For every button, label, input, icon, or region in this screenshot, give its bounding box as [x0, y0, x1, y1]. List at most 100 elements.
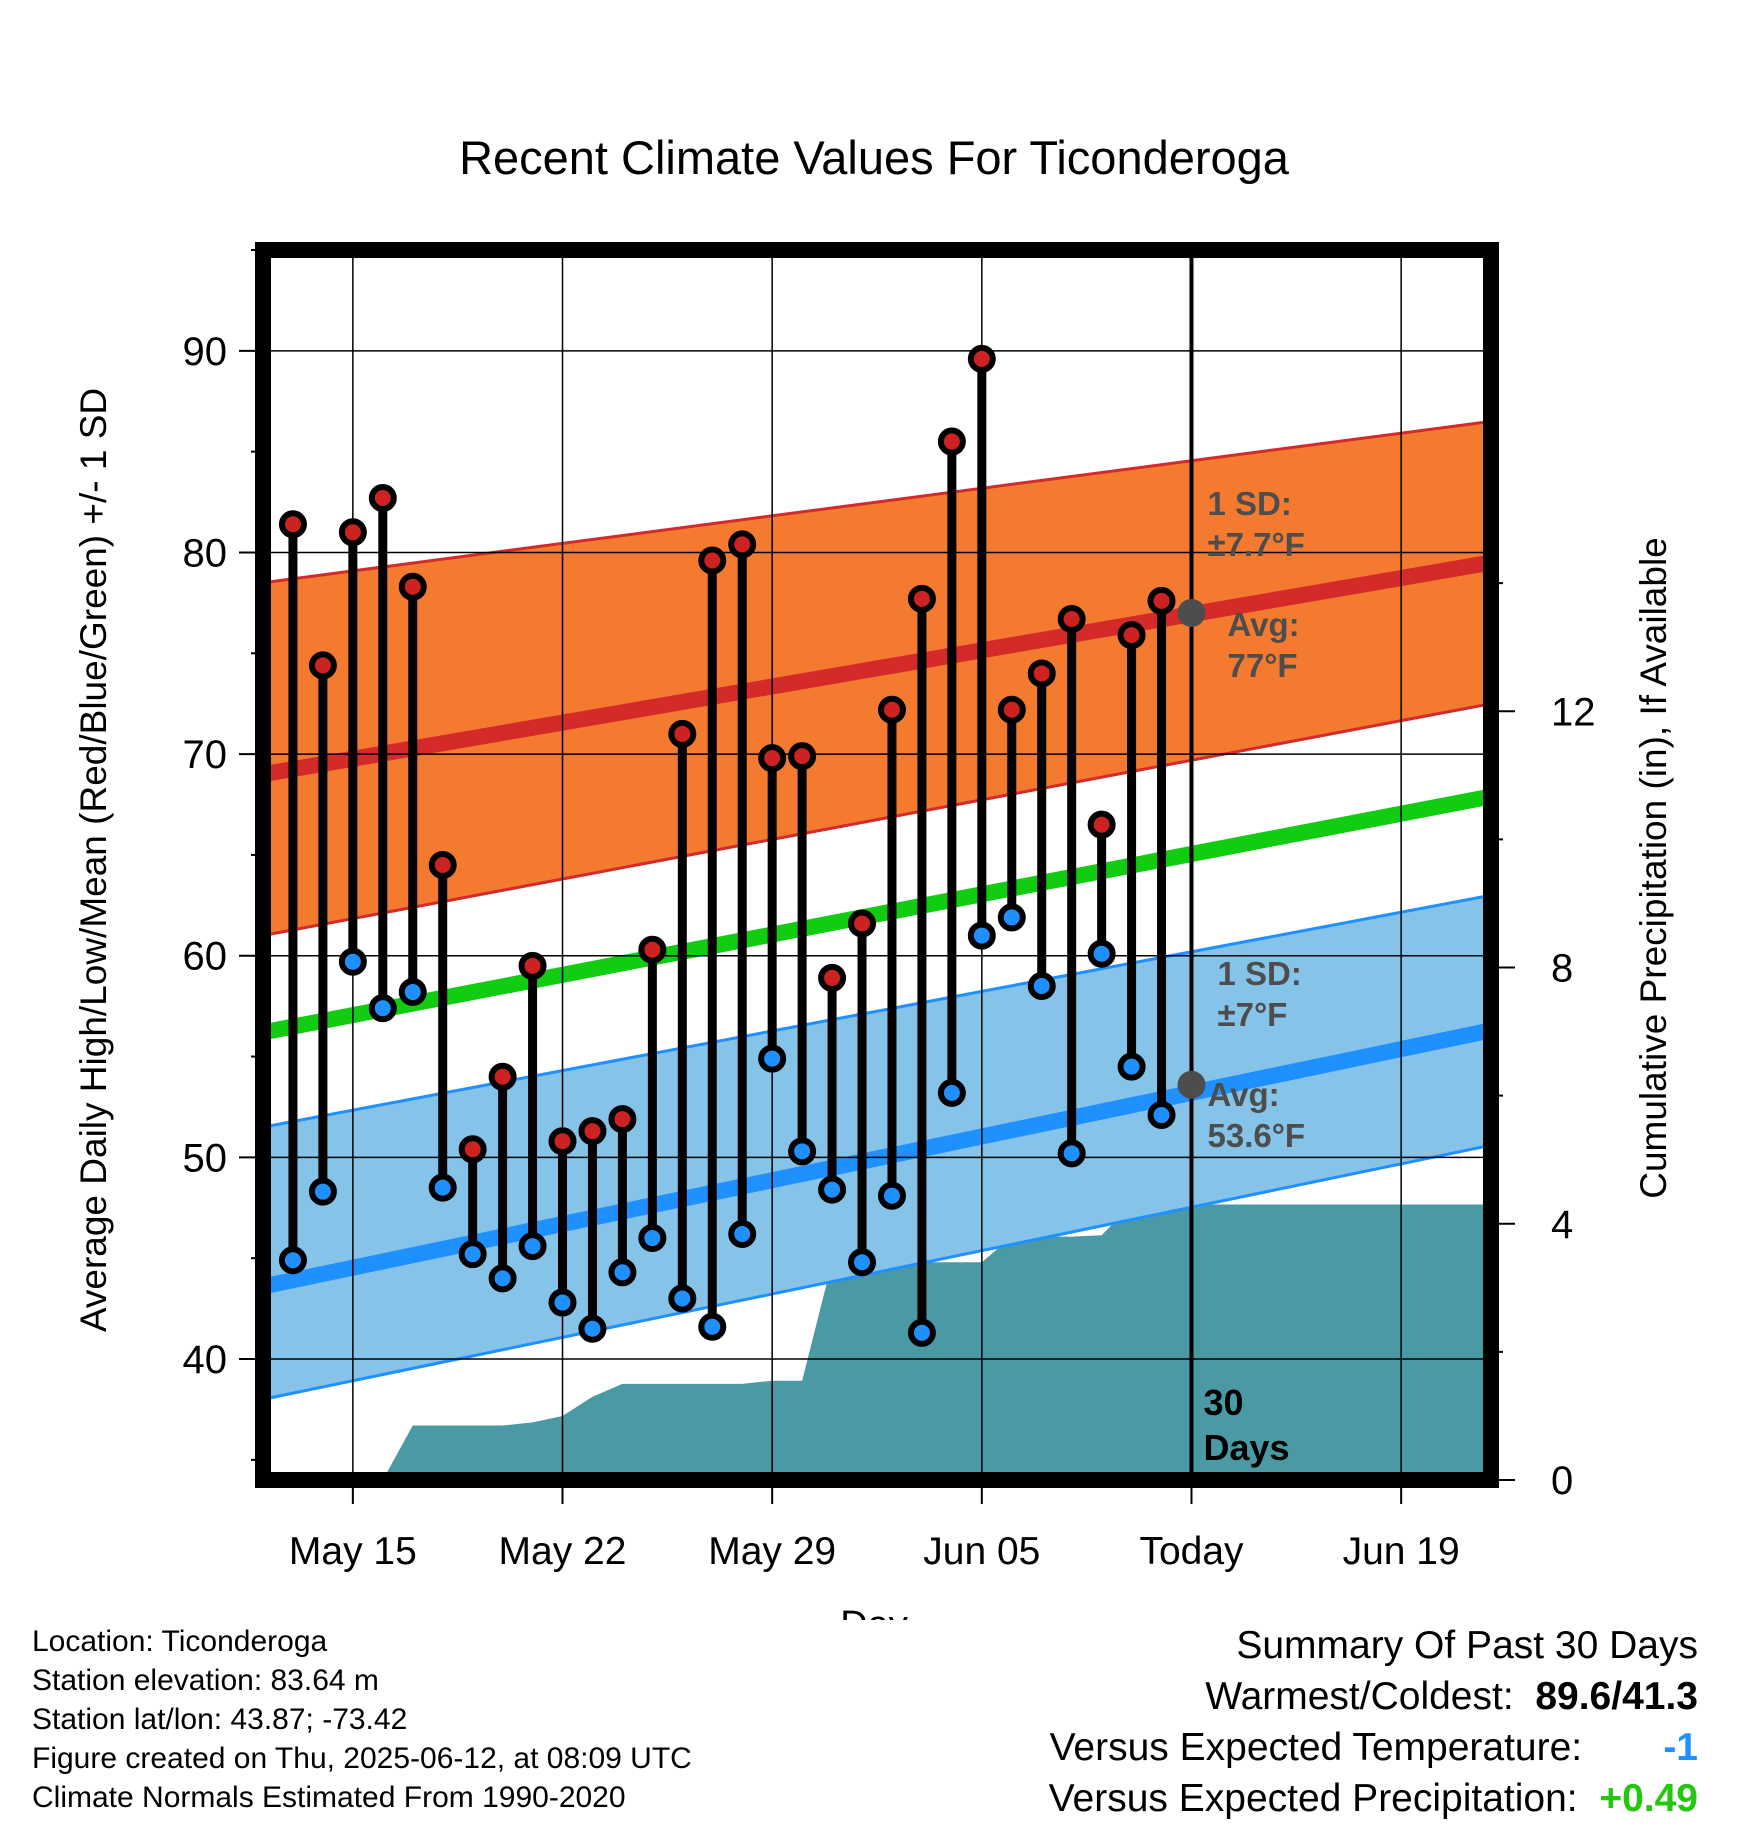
low-point — [818, 1175, 847, 1204]
high-point — [398, 572, 427, 601]
low-point — [368, 994, 397, 1023]
low-point — [1087, 939, 1116, 968]
y-axis-label-right: Cumulative Precipitation (in), If Availa… — [1633, 537, 1674, 1199]
x-tick-label: May 29 — [708, 1530, 836, 1573]
high-point — [1057, 605, 1086, 633]
y-right-tick-label: 0 — [1551, 1459, 1573, 1503]
high-point — [608, 1105, 637, 1134]
low-point — [398, 978, 427, 1007]
high-normal-band-lower-edge — [263, 702, 1491, 938]
low-avg-label: Avg: — [1207, 1076, 1279, 1113]
high-avg-value: 77°F — [1227, 647, 1297, 684]
y-right-tick-label: 4 — [1551, 1203, 1573, 1247]
high-normal-band-upper-edge — [263, 419, 1491, 585]
high-point — [698, 546, 727, 575]
low-point — [578, 1314, 607, 1343]
high-point — [458, 1135, 487, 1164]
low-point — [338, 947, 367, 976]
low-normal-band-upper-edge — [263, 893, 1491, 1129]
high-point — [1147, 586, 1176, 615]
high-today-avg-dot — [1177, 598, 1206, 627]
y-left-tick-label: 50 — [183, 1136, 228, 1180]
high-point — [578, 1117, 607, 1146]
y-left-tick-label: 70 — [183, 733, 228, 777]
low-point — [1057, 1139, 1086, 1168]
x-axis-label: Day — [840, 1604, 908, 1620]
high-point — [967, 344, 996, 373]
annotation-layer: 1 SD: ±7.7°F Avg: 77°F 1 SD: ±7°F Avg: 53.6°F 30… — [1203, 485, 1305, 1468]
high-sd-label: 1 SD: — [1207, 485, 1291, 522]
x-tick-label: Jun 19 — [1343, 1530, 1460, 1573]
precipitation-layer — [382, 1204, 1491, 1480]
daily-range-layer — [288, 358, 1167, 1333]
y-left-tick-label: 60 — [183, 935, 228, 979]
y-right-tick-label: 8 — [1551, 947, 1573, 991]
high-point — [1087, 810, 1116, 839]
low-point — [907, 1318, 936, 1347]
low-point — [488, 1264, 517, 1293]
low-sd-value: ±7°F — [1217, 996, 1287, 1033]
high-point — [338, 518, 367, 547]
normal-bands-layer — [263, 419, 1491, 1401]
low-point — [428, 1173, 457, 1202]
high-point — [638, 935, 667, 964]
high-point — [668, 719, 697, 748]
low-point — [728, 1220, 757, 1248]
high-point — [1117, 621, 1146, 650]
precipitation-area — [382, 1204, 1491, 1480]
low-point — [1027, 971, 1056, 1000]
low-point — [548, 1288, 577, 1317]
plot-frame — [255, 242, 1499, 1488]
figure-created: Figure created on Thu, 2025-06-12, at 08… — [32, 1742, 692, 1775]
low-point — [668, 1284, 697, 1313]
temp-vs-expected-value: -1 — [1663, 1726, 1698, 1769]
low-point — [518, 1232, 547, 1261]
y-left-tick-label: 90 — [183, 330, 228, 374]
data-points-layer — [278, 344, 1206, 1347]
mean-normal-line — [263, 788, 1491, 1041]
high-point — [818, 963, 847, 992]
high-point — [788, 742, 817, 771]
station-location: Location: Ticonderoga — [32, 1625, 328, 1658]
low-point — [308, 1177, 337, 1206]
low-point — [638, 1224, 667, 1253]
x-tick-label: Jun 05 — [923, 1530, 1040, 1573]
climate-normals-note: Climate Normals Estimated From 1990-2020 — [32, 1781, 626, 1814]
high-point — [997, 695, 1026, 724]
low-point — [997, 903, 1026, 932]
low-point — [937, 1078, 966, 1107]
y-right-tick-label: 12 — [1551, 690, 1596, 734]
station-elevation: Station elevation: 83.64 m — [32, 1664, 379, 1697]
high-avg-label: Avg: — [1227, 606, 1299, 643]
low-point — [608, 1258, 637, 1287]
low-point — [877, 1181, 906, 1210]
climate-chart: 1 SD: ±7.7°F Avg: 77°F 1 SD: ±7°F Avg: 53.6°F 30… — [73, 131, 1674, 1620]
low-point — [698, 1312, 727, 1341]
temp-vs-expected-label: Versus Expected Temperature: — [1049, 1726, 1583, 1769]
precip-vs-expected-label: Versus Expected Precipitation: — [1048, 1777, 1578, 1820]
x-tick-label: May 15 — [289, 1530, 417, 1573]
high-point — [877, 695, 906, 724]
high-point — [548, 1127, 577, 1156]
low-point — [758, 1044, 787, 1073]
high-point — [758, 744, 787, 773]
y-left-tick-label: 40 — [183, 1338, 228, 1382]
low-normal-band-lower-edge — [263, 1143, 1491, 1401]
high-point — [937, 427, 966, 456]
today-days-number: 30 — [1203, 1382, 1243, 1423]
warm-cold-label: Warmest/Coldest: — [1205, 1675, 1514, 1718]
warm-cold-value: 89.6/41.3 — [1535, 1675, 1698, 1718]
low-point — [278, 1246, 307, 1275]
high-point — [728, 530, 757, 559]
low-avg-value: 53.6°F — [1207, 1117, 1305, 1154]
x-tick-label: May 22 — [499, 1530, 627, 1573]
station-info: Location: Ticonderoga Station elevation:… — [32, 1622, 692, 1817]
high-point — [518, 951, 547, 980]
low-point — [1147, 1101, 1176, 1130]
high-point — [308, 651, 337, 680]
high-point — [428, 851, 457, 879]
precip-vs-expected-value: +0.49 — [1599, 1777, 1698, 1820]
axes-layer: 40 50 60 70 80 90 0 4 8 12 May 15 May 22 May 29 Jun 0… — [183, 242, 1596, 1573]
low-sd-label: 1 SD: — [1217, 955, 1301, 992]
y-axis-label-left: Average Daily High/Low/Mean (Red/Blue/Gr… — [73, 388, 114, 1332]
